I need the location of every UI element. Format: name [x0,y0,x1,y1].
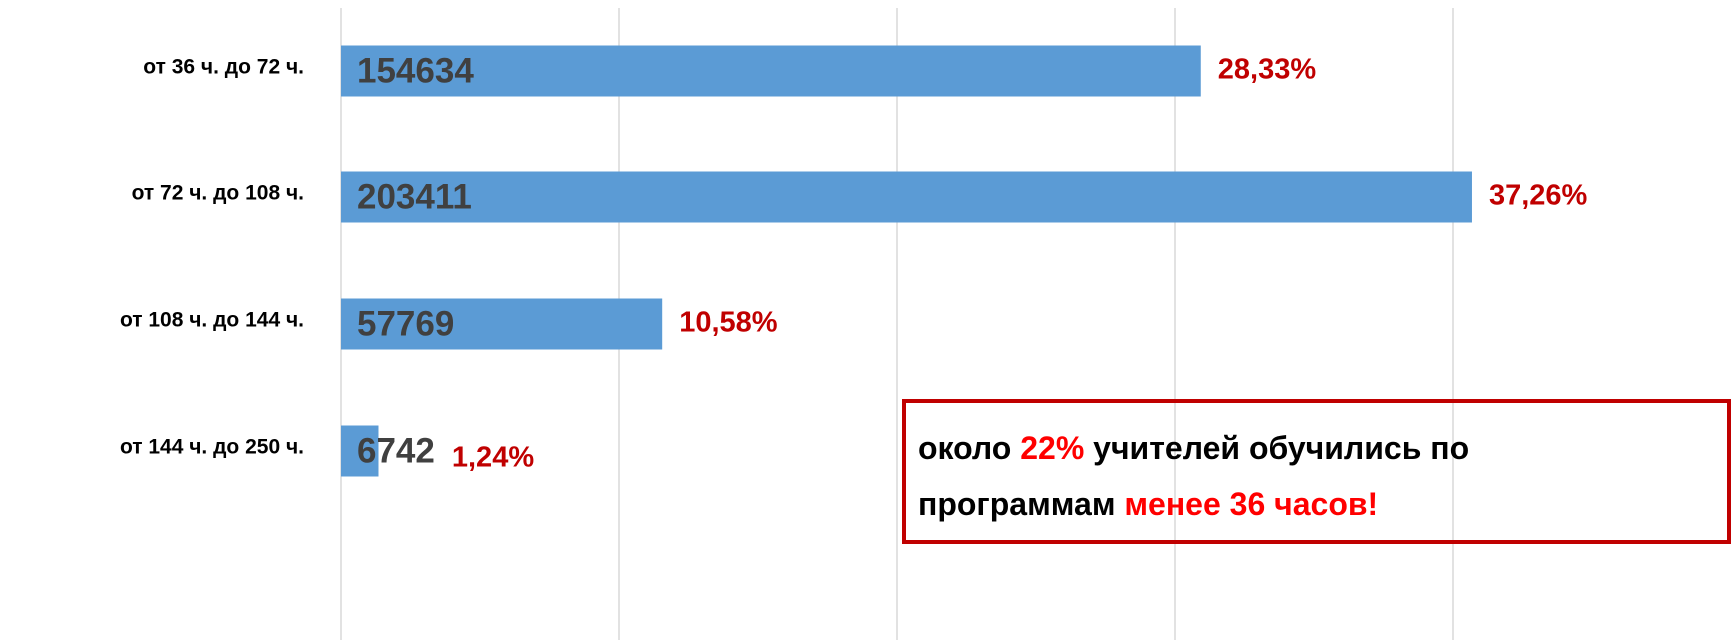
share-label: 28,33% [1218,54,1317,86]
annotation-part: около [918,430,1020,466]
annotation-part: 22% [1020,430,1084,466]
bar [341,298,663,350]
value-label: 57769 [357,304,454,343]
bar [341,45,1201,97]
category-label: от 36 ч. до 72 ч. [143,56,304,79]
bar [341,171,1472,223]
bar [341,425,379,477]
bars [341,45,1472,477]
value-label: 6742 [357,431,435,470]
labels: от 36 ч. до 72 ч. 154634 28,33% от 72 ч. до… [120,51,1588,473]
annotation-text: около 22% учителей обучились по [918,430,1469,466]
category-label: от 144 ч. до 250 ч. [120,436,304,459]
category-label: от 72 ч. до 108 ч. [132,182,304,205]
share-label: 1,24% [452,442,534,474]
share-label: 10,58% [679,307,778,339]
category-label: от 108 ч. до 144 ч. [120,309,304,332]
value-label: 203411 [357,177,472,216]
share-label: 37,26% [1489,180,1588,212]
annotation-part: программам [918,486,1124,522]
grid [340,8,1454,640]
annotation-part: менее 36 часов! [1124,486,1378,522]
annotation-text: программам менее 36 часов! [918,486,1378,522]
annotation-part: учителей обучились по [1084,430,1469,466]
annotation: около 22% учителей обучились по программа… [902,399,1731,544]
value-label: 154634 [357,51,474,90]
annotation-box [902,399,1731,544]
